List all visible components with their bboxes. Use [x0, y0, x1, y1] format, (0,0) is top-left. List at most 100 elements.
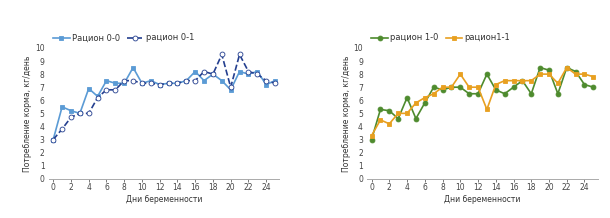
- Legend: рацион 1-0, рацион1-1: рацион 1-0, рацион1-1: [371, 34, 511, 43]
- рацион1-1: [528, 79, 535, 82]
- рацион1-1: [590, 75, 597, 78]
- рацион 0-1: [271, 82, 279, 85]
- Рацион 0-0: [59, 106, 66, 108]
- рацион1-1: [448, 86, 455, 89]
- рацион 1-0: [492, 89, 500, 91]
- Рацион 0-0: [254, 70, 261, 73]
- Y-axis label: Потребление корма, кг/день: Потребление корма, кг/день: [342, 55, 351, 172]
- Рацион 0-0: [85, 87, 92, 90]
- Рацион 0-0: [227, 89, 234, 91]
- рацион 0-1: [156, 83, 163, 86]
- Рацион 0-0: [201, 79, 208, 82]
- рацион 1-0: [563, 66, 570, 69]
- рацион1-1: [465, 86, 473, 89]
- рацион 1-0: [475, 92, 482, 95]
- рацион1-1: [483, 108, 490, 111]
- рацион1-1: [554, 82, 562, 85]
- рацион 1-0: [412, 117, 420, 120]
- рацион 0-1: [138, 82, 146, 85]
- рацион1-1: [545, 73, 553, 75]
- рацион 1-0: [528, 92, 535, 95]
- Рацион 0-0: [245, 73, 252, 75]
- Рацион 0-0: [147, 79, 154, 82]
- рацион 0-1: [236, 53, 243, 56]
- рацион 1-0: [465, 92, 473, 95]
- рацион 0-1: [121, 79, 128, 82]
- рацион 1-0: [581, 83, 588, 86]
- рацион1-1: [430, 92, 437, 95]
- Рацион 0-0: [129, 66, 137, 69]
- рацион 0-1: [192, 79, 199, 82]
- рацион1-1: [457, 73, 464, 75]
- рацион 0-1: [76, 112, 84, 115]
- рацион1-1: [395, 112, 402, 115]
- Line: рацион1-1: рацион1-1: [369, 65, 596, 138]
- рацион1-1: [518, 79, 526, 82]
- Рацион 0-0: [76, 112, 84, 115]
- рацион1-1: [501, 79, 508, 82]
- Рацион 0-0: [156, 83, 163, 86]
- рацион1-1: [377, 119, 384, 121]
- рацион 0-1: [85, 112, 92, 115]
- рацион1-1: [492, 83, 500, 86]
- рацион1-1: [581, 73, 588, 75]
- Рацион 0-0: [103, 79, 110, 82]
- Рацион 0-0: [218, 79, 226, 82]
- Рацион 0-0: [271, 79, 279, 82]
- рацион 0-1: [165, 82, 172, 85]
- рацион 1-0: [386, 109, 393, 112]
- рацион 1-0: [545, 69, 553, 72]
- рацион 1-0: [395, 117, 402, 120]
- X-axis label: Дни беременности: Дни беременности: [444, 195, 521, 204]
- рацион 1-0: [377, 108, 384, 111]
- рацион 1-0: [368, 138, 375, 141]
- рацион1-1: [403, 112, 411, 115]
- Line: рацион 1-0: рацион 1-0: [369, 65, 596, 142]
- рацион1-1: [510, 79, 517, 82]
- рацион 0-1: [201, 70, 208, 73]
- рацион 1-0: [554, 92, 562, 95]
- Рацион 0-0: [165, 82, 172, 85]
- рацион1-1: [475, 86, 482, 89]
- Рацион 0-0: [174, 82, 181, 85]
- рацион1-1: [572, 73, 580, 75]
- рацион 0-1: [112, 89, 119, 91]
- Рацион 0-0: [94, 95, 101, 98]
- рацион 0-1: [147, 82, 154, 85]
- рацион 1-0: [590, 86, 597, 89]
- рацион 1-0: [430, 86, 437, 89]
- рацион 0-1: [218, 53, 226, 56]
- рацион 0-1: [94, 96, 101, 99]
- рацион 0-1: [182, 79, 190, 82]
- Line: Рацион 0-0: Рацион 0-0: [51, 65, 278, 142]
- Рацион 0-0: [262, 83, 270, 86]
- Y-axis label: Потребление корма, кг/день: Потребление корма, кг/день: [23, 55, 32, 172]
- Рацион 0-0: [67, 109, 74, 112]
- рацион 1-0: [483, 73, 490, 75]
- Line: рацион 0-1: рацион 0-1: [51, 52, 278, 142]
- Рацион 0-0: [138, 82, 146, 85]
- рацион 0-1: [67, 116, 74, 119]
- рацион 0-1: [49, 138, 57, 141]
- рацион 0-1: [59, 128, 66, 130]
- Рацион 0-0: [112, 82, 119, 85]
- рацион 1-0: [536, 66, 544, 69]
- рацион 1-0: [510, 86, 517, 89]
- рацион 0-1: [129, 79, 137, 82]
- рацион 0-1: [254, 73, 261, 75]
- рацион 0-1: [262, 79, 270, 82]
- рацион 1-0: [421, 102, 428, 104]
- X-axis label: Дни беременности: Дни беременности: [126, 195, 203, 204]
- рацион 0-1: [245, 70, 252, 73]
- рацион 1-0: [501, 92, 508, 95]
- рацион1-1: [412, 102, 420, 104]
- рацион 0-1: [209, 73, 217, 75]
- рацион1-1: [439, 86, 446, 89]
- рацион1-1: [536, 73, 544, 75]
- Рацион 0-0: [49, 138, 57, 141]
- рацион 1-0: [448, 86, 455, 89]
- рацион 1-0: [403, 96, 411, 99]
- рацион 1-0: [457, 86, 464, 89]
- рацион1-1: [386, 123, 393, 125]
- Рацион 0-0: [182, 79, 190, 82]
